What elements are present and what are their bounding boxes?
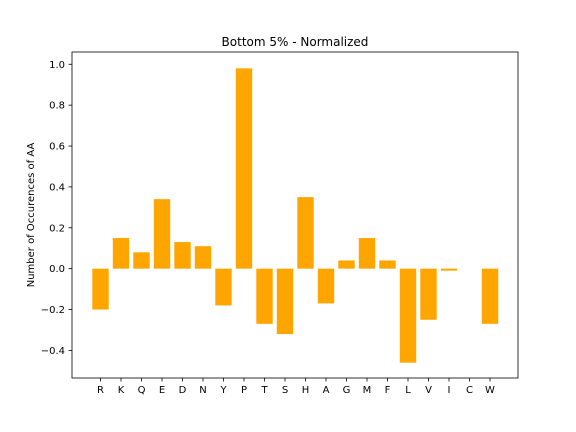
- bar-M: [358, 237, 376, 269]
- x-tick-label-Y: Y: [219, 385, 227, 396]
- x-tick-label-T: T: [260, 385, 268, 396]
- bar-P: [235, 68, 253, 269]
- x-tick-label-W: W: [485, 385, 495, 396]
- x-tick-label-F: F: [385, 385, 391, 396]
- y-tick-label: 1.0: [49, 60, 65, 71]
- x-tick-label-L: L: [405, 385, 411, 396]
- y-tick-label: 0.8: [49, 101, 65, 112]
- y-tick-label: 0.4: [49, 182, 65, 193]
- bar-G: [338, 260, 355, 269]
- y-tick-label: 0.0: [49, 264, 65, 275]
- bars-group: [92, 68, 499, 363]
- x-tick-label-S: S: [282, 385, 288, 396]
- bar-S: [276, 268, 294, 335]
- x-tick-label-V: V: [425, 385, 432, 396]
- bar-Y: [215, 268, 232, 306]
- bar-K: [112, 237, 130, 269]
- y-tick-label: 0.6: [49, 142, 65, 153]
- y-tick-label: −0.4: [41, 346, 65, 357]
- x-tick-label-G: G: [343, 385, 351, 396]
- x-tick-label-C: C: [466, 385, 473, 396]
- x-tick-label-N: N: [199, 385, 206, 396]
- x-tick-label-Q: Q: [138, 385, 146, 396]
- bar-V: [420, 268, 437, 320]
- plot-area-frame: [71, 51, 519, 379]
- x-tick-label-K: K: [118, 385, 125, 396]
- y-axis-label: Number of Occurences of AA: [26, 143, 37, 288]
- bar-F: [379, 260, 396, 269]
- y-tick-label: −0.2: [41, 305, 65, 316]
- bar-T: [256, 268, 273, 324]
- x-tick-label-E: E: [159, 385, 165, 396]
- bar-H: [297, 197, 314, 269]
- x-tick-label-M: M: [363, 385, 372, 396]
- chart-title: Bottom 5% - Normalized: [222, 35, 369, 49]
- x-tick-label-H: H: [302, 385, 310, 396]
- bar-D: [174, 242, 191, 269]
- bar-A: [317, 268, 335, 304]
- bar-Q: [133, 252, 150, 269]
- bar-R: [92, 268, 109, 310]
- bar-N: [194, 246, 212, 269]
- bar-I: [440, 268, 458, 271]
- x-tick-label-A: A: [323, 385, 330, 396]
- bar-L: [399, 268, 417, 363]
- bar-E: [153, 199, 171, 269]
- x-tick-label-P: P: [241, 385, 247, 396]
- x-tick-label-I: I: [448, 385, 451, 396]
- bar-W: [481, 268, 499, 324]
- x-tick-label-R: R: [97, 385, 104, 396]
- y-ticks-group: −0.4 −0.2 0.0 0.2 0.4 0.6 0.8 1.0: [41, 60, 72, 357]
- y-tick-label: 0.2: [49, 223, 65, 234]
- x-tick-label-D: D: [179, 385, 187, 396]
